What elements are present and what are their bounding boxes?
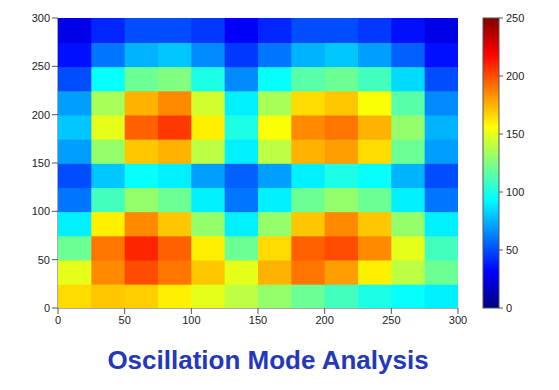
svg-text:50: 50 [506,244,518,256]
svg-text:250: 250 [506,12,524,24]
svg-text:200: 200 [315,314,333,326]
html-text:Oscillation Mode Analysis: Oscillation Mode Analysis [107,345,429,375]
svg-text:0: 0 [506,302,512,314]
svg-text:200: 200 [32,109,50,121]
svg-text:50: 50 [119,314,131,326]
svg-text:50: 50 [38,254,50,266]
svg-text:0: 0 [55,314,61,326]
svg-text:250: 250 [32,60,50,72]
svg-text:100: 100 [506,186,524,198]
svg-text:200: 200 [506,70,524,82]
svg-text:300: 300 [449,314,467,326]
svg-text:0: 0 [44,302,50,314]
svg-text:300: 300 [32,12,50,24]
svg-text:150: 150 [32,157,50,169]
svg-text:100: 100 [182,314,200,326]
svg-text:100: 100 [32,205,50,217]
svg-text:250: 250 [382,314,400,326]
svg-text:150: 150 [506,128,524,140]
svg-text:150: 150 [249,314,267,326]
